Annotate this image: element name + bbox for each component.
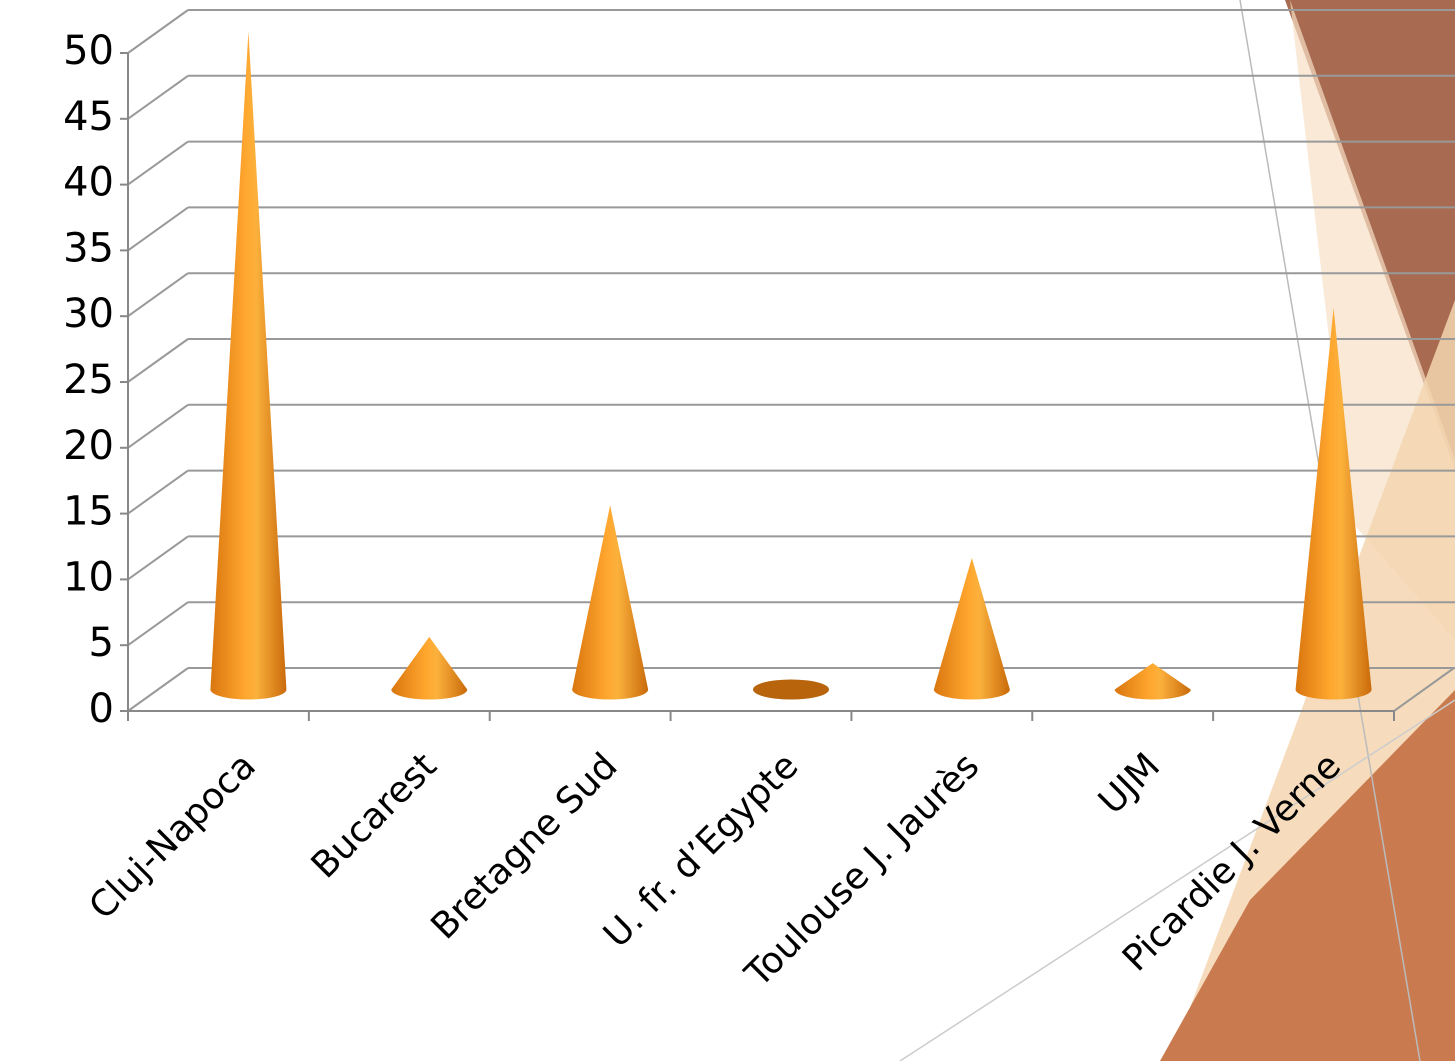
cone (753, 679, 829, 700)
y-tick-label: 45 (63, 94, 114, 140)
y-tick-label: 50 (63, 28, 114, 74)
y-tick-label: 0 (89, 686, 114, 732)
deco-line (899, 699, 1455, 1061)
cone (1114, 663, 1191, 700)
grid-line (127, 74, 189, 120)
grid-line (127, 9, 189, 54)
deco-triangle (1160, 690, 1455, 1061)
cone (391, 636, 468, 700)
grid-line (127, 601, 189, 647)
cone (210, 31, 287, 700)
y-tick-label: 30 (63, 291, 114, 337)
y-tick-label: 40 (63, 160, 114, 206)
y-tick-label: 35 (63, 225, 114, 271)
grid-line (127, 535, 189, 581)
grid-line (127, 206, 189, 252)
y-tick-label: 10 (63, 554, 114, 600)
x-tick-label: Cluj-Napoca (82, 745, 264, 927)
y-tick-label: 5 (89, 620, 114, 666)
grid-line (127, 272, 189, 318)
grid-line (127, 667, 189, 712)
cone (1295, 307, 1372, 700)
x-tick-label: UJM (1091, 745, 1168, 822)
grid-line (127, 338, 189, 383)
grid-line (127, 140, 189, 186)
y-tick-label: 25 (63, 357, 114, 403)
x-tick-label: Bucarest (304, 745, 445, 886)
plot-area: 0 5 10 15 20 25 30 35 40 45 50 Cluj-Napoca BucarestB… (63, 9, 1455, 996)
cone (572, 505, 649, 700)
x-tick-label: Bretagne Sud (423, 745, 625, 947)
y-tick-label: 20 (63, 423, 114, 469)
x-tick-label: U. fr. d’Egypte (596, 745, 806, 955)
grid-line (127, 469, 189, 515)
cone (933, 557, 1010, 700)
y-tick-label: 15 (63, 489, 114, 535)
grid-line (127, 403, 189, 449)
floor-edge (1393, 667, 1455, 712)
